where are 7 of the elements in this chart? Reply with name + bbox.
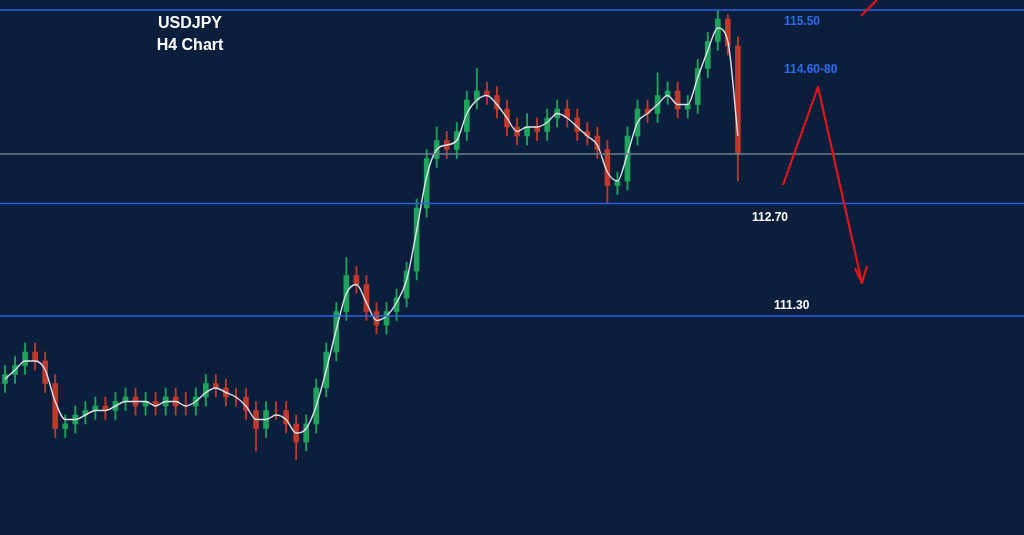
annotation: 114.60-80 [784, 62, 838, 76]
candlestick [273, 401, 279, 420]
annotation: 112.70 [752, 210, 789, 224]
text: H4 Chart [155, 36, 225, 54]
annotation: 115.50 [784, 14, 821, 28]
chart-title: USDJPY [157, 14, 223, 32]
annotation: 111.30 [774, 298, 810, 312]
